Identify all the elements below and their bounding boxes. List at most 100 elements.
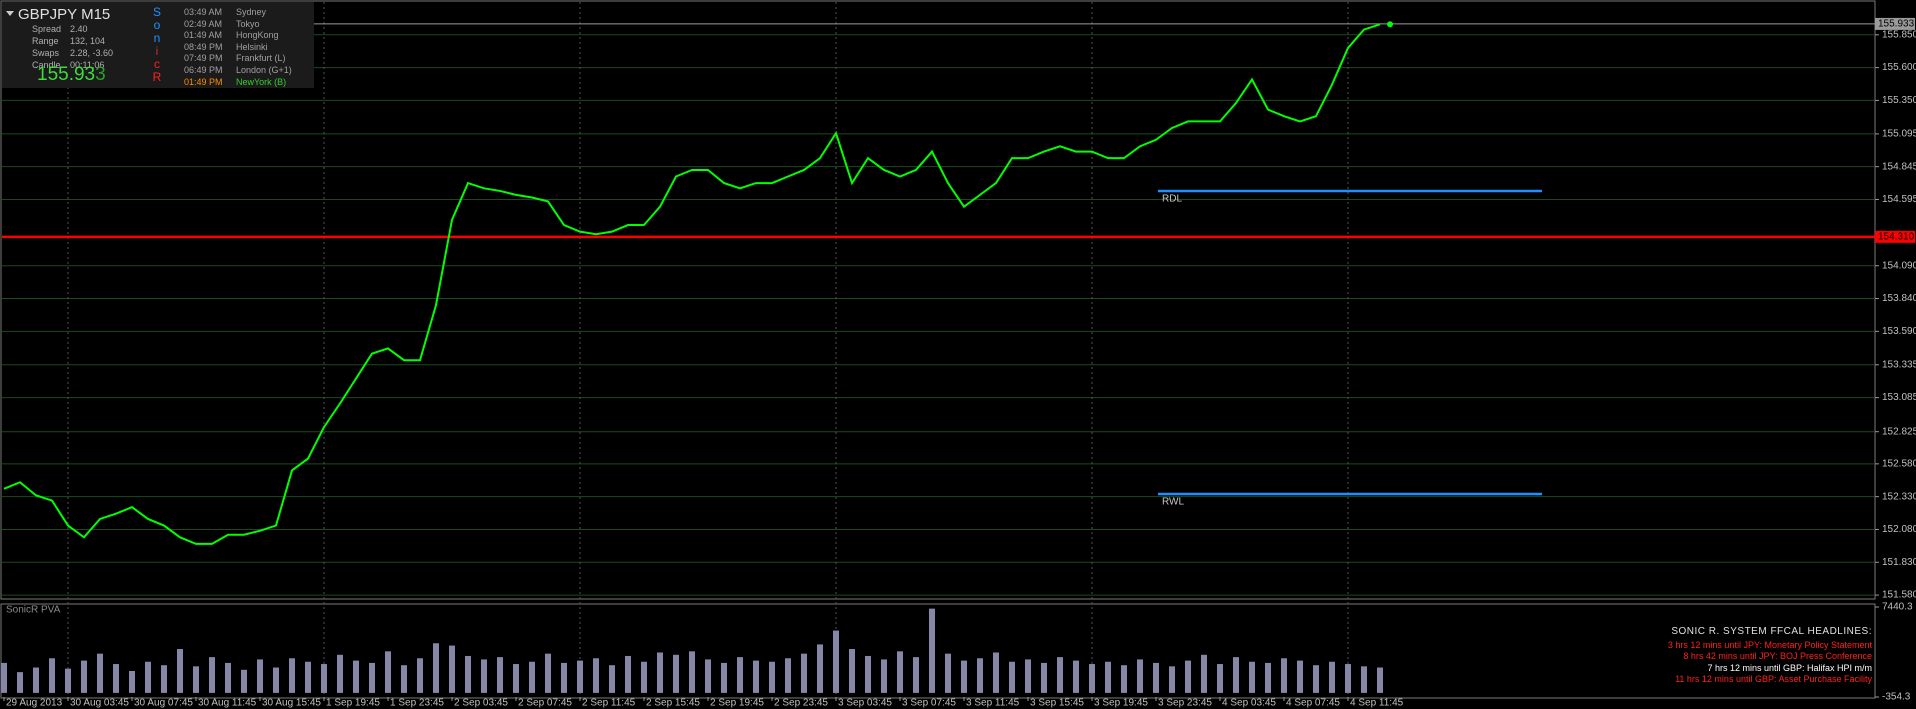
- headlines-title: SONIC R. SYSTEM FFCAL HEADLINES:: [1671, 626, 1872, 637]
- x-tick-label: 30 Aug 11:45: [198, 698, 257, 709]
- x-tick-label: 4 Sep 07:45: [1286, 698, 1340, 709]
- volume-bar: [433, 643, 439, 693]
- y-tick-label: 155.350: [1882, 95, 1916, 106]
- headline: 11 hrs 12 mins until GBP: Asset Purchase…: [1675, 674, 1872, 684]
- volume-bar: [961, 660, 967, 693]
- volume-bar: [241, 669, 247, 693]
- info-row: Range 132, 104: [32, 35, 113, 47]
- volume-bar: [225, 662, 231, 693]
- level-label: RWL: [1162, 497, 1184, 508]
- last-price-dot: [1387, 21, 1393, 28]
- volume-bar: [737, 657, 743, 693]
- volume-bar: [641, 661, 647, 693]
- volume-bar: [97, 653, 103, 693]
- menu-arrow[interactable]: [6, 11, 14, 16]
- volume-bar: [529, 661, 535, 693]
- session-city: Sydney: [236, 7, 267, 17]
- volume-bar: [81, 660, 87, 693]
- y-tick-label: 154.595: [1882, 194, 1916, 205]
- y-tick-label: 153.590: [1882, 326, 1916, 337]
- volume-bar: [481, 659, 487, 693]
- x-tick-label: 3 Sep 11:45: [966, 698, 1020, 709]
- volume-bar: [561, 662, 567, 693]
- x-tick-label: 4 Sep 03:45: [1222, 698, 1276, 709]
- session-time: 01:49 AM: [184, 30, 223, 41]
- y-tick-label: -354.3: [1882, 692, 1911, 703]
- volume-bar: [753, 660, 759, 693]
- volume-bar: [897, 651, 903, 693]
- y-tick-label: 153.335: [1882, 359, 1916, 370]
- volume-bar: [129, 670, 135, 693]
- session-row: 03:49 AM Sydney: [184, 7, 292, 19]
- x-tick-label: 3 Sep 07:45: [902, 698, 956, 709]
- volume-bar: [945, 653, 951, 693]
- y-tick-label: 152.825: [1882, 426, 1916, 437]
- volume-bar: [1089, 664, 1095, 693]
- volume-bar: [513, 664, 519, 693]
- volume-bar: [289, 658, 295, 693]
- current-price: 155.933: [37, 64, 106, 86]
- session-row: 01:49 PM NewYork (B): [184, 77, 292, 89]
- brand-letter: n: [153, 31, 161, 45]
- info-row: Swaps 2.28, -3.60: [32, 47, 113, 59]
- price-line-series: [3, 23, 1381, 545]
- price-last: 3: [95, 64, 106, 85]
- info-value: 132, 104: [70, 36, 106, 46]
- volume-bar: [657, 652, 663, 693]
- x-tick-label: 1 Sep 23:45: [390, 698, 444, 709]
- volume-bar: [721, 662, 727, 693]
- volume-bar: [497, 657, 503, 693]
- price-tag: [1875, 17, 1915, 30]
- session-city: Frankfurt (L): [236, 53, 286, 64]
- session-time: 08:49 PM: [184, 41, 223, 52]
- info-value: 2.40: [70, 24, 88, 34]
- volume-bar: [1057, 657, 1063, 693]
- volume-bar: [1137, 659, 1143, 693]
- volume-bar: [1345, 664, 1351, 693]
- session-time: 02:49 AM: [184, 18, 223, 29]
- session-city: London (G+1): [236, 64, 292, 75]
- x-tick-label: 2 Sep 19:45: [710, 698, 764, 709]
- y-tick-label: 151.580: [1882, 590, 1916, 601]
- brand-letter: o: [153, 18, 161, 32]
- volume-bar: [1233, 657, 1239, 693]
- x-tick-label: 2 Sep 15:45: [646, 698, 700, 709]
- volume-bar: [161, 665, 167, 693]
- info-value: 2.28, -3.60: [70, 48, 114, 58]
- x-tick-label: 30 Aug 15:45: [262, 698, 321, 709]
- volume-bar: [337, 654, 343, 693]
- volume-bar: [1377, 667, 1383, 693]
- volume-bar: [401, 665, 407, 693]
- volume-bar: [1121, 665, 1127, 693]
- x-tick-label: 29 Aug 2013: [6, 698, 63, 709]
- session-row: 02:49 AM Tokyo: [184, 19, 292, 31]
- symbol: GBPJPY M15: [18, 6, 111, 23]
- volume-bar: [977, 658, 983, 693]
- volume-bar: [801, 653, 807, 693]
- volume-bar: [609, 665, 615, 693]
- y-tick-label: 153.840: [1882, 293, 1916, 304]
- volume-bar: [49, 658, 55, 693]
- volume-bar: [353, 660, 359, 693]
- sessions: 03:49 AM Sydney 02:49 AM Tokyo 01:49 AM HongK…: [184, 7, 292, 88]
- volume-bar: [1313, 665, 1319, 693]
- brand-letter: S: [152, 5, 161, 19]
- volume-bar: [689, 651, 695, 693]
- info-label: Range: [32, 36, 59, 46]
- volume-bar: [1361, 666, 1367, 693]
- price-tag-label: 155.933: [1878, 19, 1915, 30]
- x-tick-label: 2 Sep 23:45: [774, 698, 828, 709]
- volume-frame: [0, 603, 1876, 699]
- volume-bar: [993, 652, 999, 693]
- volume-bar: [193, 666, 199, 693]
- volume-bar: [1025, 659, 1031, 693]
- info-label: Candle: [32, 60, 61, 70]
- brand-letter: i: [155, 44, 159, 58]
- volume-bar: [33, 667, 39, 693]
- volume-bar: [1041, 662, 1047, 693]
- volume-bar: [1265, 662, 1271, 693]
- volume-bar: [929, 608, 935, 693]
